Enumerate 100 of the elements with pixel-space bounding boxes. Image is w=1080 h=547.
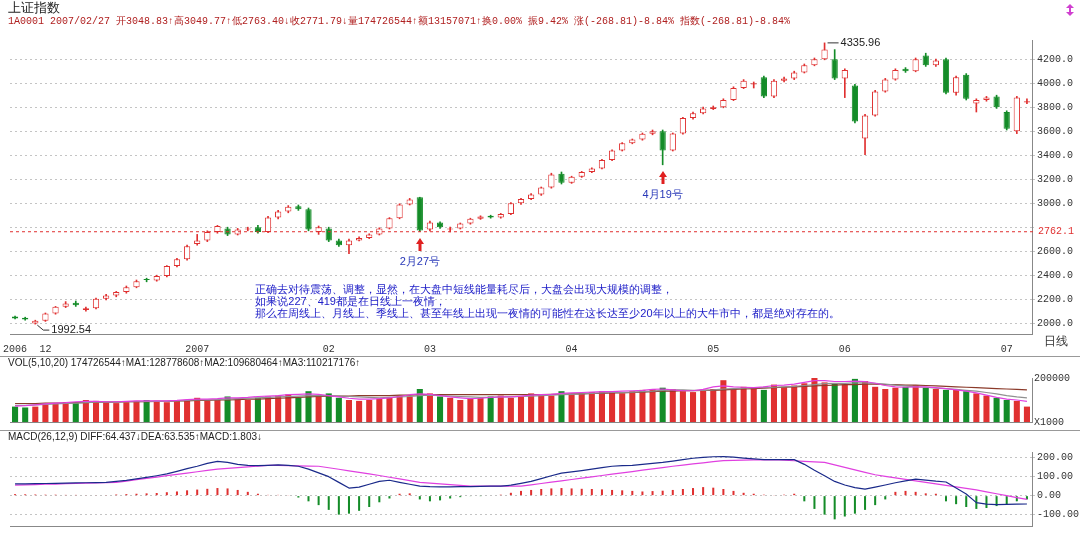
bar <box>538 394 545 422</box>
x-tick-label: 02 <box>322 343 335 355</box>
bar <box>580 488 583 496</box>
bar <box>356 400 363 422</box>
y-tick-label: 3000.0 <box>1037 197 1074 209</box>
bar <box>902 386 909 422</box>
bar <box>234 398 241 422</box>
chart-subtitle: 1A0001 2007/02/27 开3048.83↑高3049.77↑低2763.40↓收2771.79↓量174726544↑额13157071↑换0.00% 振9.42% 涨(-268.81)-8.84% 指数(-268.81)-8.84% <box>8 16 792 28</box>
x-tick-label: 12 <box>39 343 52 355</box>
bar <box>689 392 697 422</box>
bar <box>507 397 514 422</box>
bar <box>560 488 563 496</box>
bar <box>325 393 332 422</box>
bar <box>378 496 381 503</box>
bar <box>942 389 950 422</box>
bar <box>722 489 725 496</box>
bar <box>611 489 614 496</box>
bar <box>671 489 674 496</box>
y-tick-label: 0.00 <box>1037 490 1062 502</box>
bar <box>103 402 110 422</box>
bar <box>42 404 49 422</box>
bar <box>550 488 553 496</box>
bar <box>843 496 846 517</box>
bar <box>781 386 788 422</box>
y-tick-label: 2600.0 <box>1037 245 1074 257</box>
bar <box>123 402 130 422</box>
bar <box>944 496 947 502</box>
annotation: 4月19号 <box>642 187 683 200</box>
bar <box>165 492 168 496</box>
bar <box>52 403 59 422</box>
bar <box>833 496 836 520</box>
y-tick-label: -100.00 <box>1037 509 1080 521</box>
bar <box>600 489 603 496</box>
bar <box>184 400 191 422</box>
bar <box>1023 406 1030 422</box>
bar <box>558 391 565 422</box>
y-tick-label: 2000.0 <box>1037 317 1074 329</box>
bar <box>315 395 322 422</box>
bar <box>428 496 431 502</box>
bar <box>540 489 543 496</box>
bar <box>497 395 504 422</box>
bar <box>487 396 494 422</box>
bar <box>823 496 826 515</box>
bar <box>216 488 219 496</box>
text: 200000 <box>1034 372 1071 384</box>
bar <box>862 381 869 422</box>
bar <box>530 489 533 496</box>
bar <box>386 397 393 422</box>
bar <box>437 396 444 422</box>
x-tick-label: 2006 <box>3 343 28 355</box>
bar <box>702 487 705 496</box>
bar <box>447 397 454 422</box>
bar <box>965 496 968 508</box>
bar <box>1005 496 1008 505</box>
annotation: 正确去对待震荡、调整，显然，在大盘中短线能量耗尽后，大盘会出现大规模的调整， <box>255 283 674 296</box>
chart-title: VOL(5,10,20) 174726544↑MA1:128778608↑MA2:109680464↑MA3:110217176↑ <box>8 357 362 369</box>
bar <box>811 378 818 422</box>
bar <box>133 400 140 422</box>
bar <box>619 393 626 422</box>
bar <box>770 384 778 422</box>
bar <box>32 406 39 422</box>
x-tick-label: 2007 <box>185 343 210 355</box>
bar <box>236 489 239 496</box>
ref-line-label: 2762.1 <box>1038 226 1075 238</box>
bar <box>590 489 593 496</box>
chart-title: 上证指数 <box>8 0 61 16</box>
bar <box>922 387 929 422</box>
bar <box>196 489 199 496</box>
bar <box>892 387 899 422</box>
bar <box>416 389 423 422</box>
text: 日线 <box>1044 334 1068 349</box>
bar <box>669 389 676 422</box>
bar <box>72 403 79 422</box>
bar <box>153 400 160 422</box>
bar <box>803 496 806 502</box>
bar <box>629 391 636 422</box>
bar <box>912 385 919 422</box>
bar <box>841 384 848 422</box>
bar <box>679 391 686 422</box>
bar <box>335 397 342 422</box>
bar <box>681 489 684 496</box>
bar <box>155 492 158 496</box>
bar <box>62 402 69 422</box>
y-tick-label: 2200.0 <box>1037 293 1074 305</box>
bar <box>864 496 867 510</box>
text: X1000 <box>1034 416 1065 428</box>
bar <box>295 397 302 422</box>
y-tick-label: 3400.0 <box>1037 149 1074 161</box>
bar <box>517 396 525 422</box>
bar <box>12 406 19 422</box>
bar <box>477 397 484 422</box>
bar <box>963 391 970 422</box>
annotation: 那么在周线上、月线上、季线上、甚至年线上出现一夜情的可能性在这长达至少20年以上的大牛市中，都是绝对存在的。 <box>255 307 840 320</box>
bar <box>368 496 371 508</box>
bar <box>467 398 474 422</box>
y-tick-label: 200.00 <box>1037 452 1074 464</box>
bar <box>578 393 585 422</box>
y-tick-label: 100.00 <box>1037 471 1074 483</box>
bar <box>337 496 340 515</box>
bar <box>426 393 433 422</box>
